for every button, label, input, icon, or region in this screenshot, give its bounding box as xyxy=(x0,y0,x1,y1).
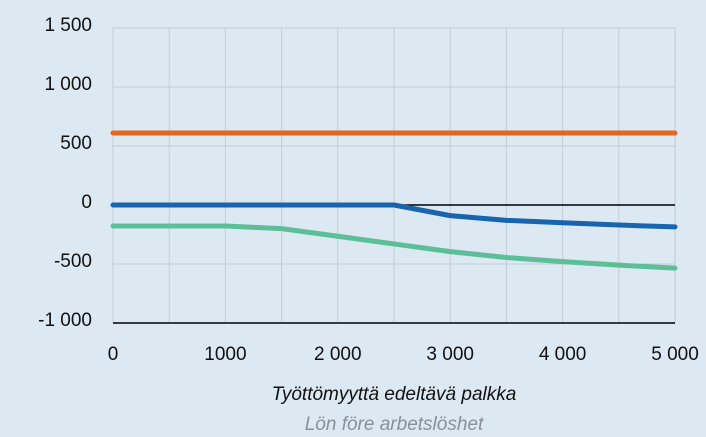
y-tick-label: 1 000 xyxy=(44,74,92,95)
x-tick-label: 1000 xyxy=(204,344,246,365)
x-tick-label: 5 000 xyxy=(651,344,699,365)
y-tick-label: -500 xyxy=(54,251,92,272)
y-tick-label: 500 xyxy=(60,133,92,154)
y-tick-label: -1 000 xyxy=(38,310,92,331)
line-series xyxy=(110,202,678,230)
x-tick-label: 2 000 xyxy=(314,344,362,365)
x-tick-label: 4 000 xyxy=(539,344,587,365)
y-tick-label: 0 xyxy=(81,192,92,213)
x-tick-label: 3 000 xyxy=(426,344,474,365)
line-series xyxy=(110,223,678,271)
x-axis-subtitle: Lön före arbetslöshet xyxy=(305,414,484,435)
x-tick-label: 0 xyxy=(108,344,119,365)
x-axis-title: Työttömyyttä edeltävä palkka xyxy=(272,384,517,405)
y-tick-label: 1 500 xyxy=(44,15,92,36)
